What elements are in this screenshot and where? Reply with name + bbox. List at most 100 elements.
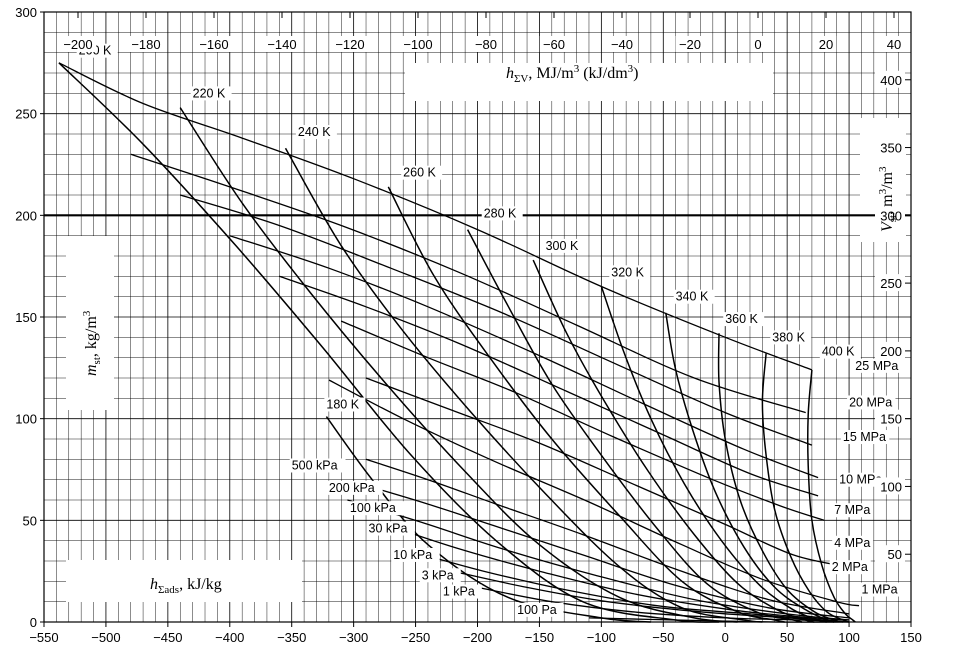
top-tick-label-bg [264, 36, 300, 52]
isotherm-label-bg [295, 125, 337, 140]
isobar-label: 10 MPa [839, 473, 882, 487]
left-axis-title-unit: , kg/m [83, 316, 100, 357]
top-axis-title-main: h [506, 65, 514, 82]
isobar-label: 20 MPa [849, 395, 892, 409]
left-axis-title-sup: 3 [81, 310, 93, 316]
isotherm-label-bg [609, 265, 651, 280]
right-tick-label-bg [875, 341, 905, 359]
right-tick-label: 200 [880, 344, 902, 359]
right-tick-label-bg [875, 206, 905, 224]
bottom-tick-label: −200 [463, 630, 492, 645]
isobar-label-bg [859, 582, 901, 597]
bottom-tick-label: −250 [401, 630, 430, 645]
isobar-line [365, 377, 850, 568]
isobar-label: 25 MPa [855, 359, 898, 373]
right-axis-title-tail: /m [879, 171, 896, 188]
isobar-label-bg [832, 503, 874, 518]
isobar-label-bg [366, 521, 415, 536]
top-tick-label: −80 [475, 37, 497, 52]
right-axis-title-sup: 3 [877, 188, 889, 194]
right-tick-label: 150 [880, 412, 902, 427]
bottom-tick-label: −450 [153, 630, 182, 645]
isobar-label-bg [847, 395, 896, 410]
right-tick-label: 350 [880, 141, 902, 156]
top-tick-label-bg [883, 36, 905, 52]
top-tick-label-bg [332, 36, 368, 52]
bottom-tick-label: 150 [900, 630, 922, 645]
isobar-line [130, 153, 806, 414]
ticks-layer: −550 −500 −450 −400 −350 −300 −250 −200 −150 −100… [15, 5, 922, 645]
right-tick-label: 50 [888, 547, 902, 562]
isotherm-label: 300 K [546, 239, 579, 253]
top-tick-label: 20 [819, 37, 833, 52]
top-tick-label: 40 [887, 37, 901, 52]
top-axis-title-tail: (kJ/dm [579, 65, 628, 82]
isobar-label-bg [289, 458, 346, 473]
isotherm-label-bg [481, 206, 523, 221]
left-tick-label: 100 [15, 412, 37, 427]
isobar-label-bg [326, 480, 383, 495]
left-tick-label: 150 [15, 310, 37, 325]
isobar-line [58, 62, 813, 371]
isotherm-line [807, 369, 856, 623]
bottom-tick-label: −350 [277, 630, 306, 645]
top-tick-label-bg [675, 36, 705, 52]
top-tick-label-bg [60, 36, 96, 52]
isobar-line [341, 320, 825, 521]
isotherm-label: 340 K [676, 290, 709, 304]
isotherm-label: 400 K [822, 345, 855, 359]
isobar-line [180, 194, 813, 446]
isobar-label-bg [347, 501, 404, 516]
isobar-line [229, 235, 819, 479]
curves-layer [58, 62, 860, 623]
top-axis-title-close: ) [633, 65, 638, 82]
top-tick-label-bg [196, 36, 232, 52]
bottom-axis-title-main: h [150, 576, 158, 593]
bottom-tick-label: −500 [91, 630, 120, 645]
left-axis-title-sub: st [91, 357, 103, 364]
isotherm-label: 360 K [725, 312, 758, 326]
bottom-tick-label: 50 [780, 630, 794, 645]
isobar-label: 200 kPa [329, 481, 375, 495]
isobar-label: 15 MPa [843, 430, 886, 444]
isotherm-label-bg [543, 238, 585, 253]
isobar-label-bg [840, 430, 890, 445]
right-axis-title: Vst, m3/m3 [877, 166, 899, 232]
isotherm-line [717, 333, 844, 623]
right-tick-label-bg [875, 477, 905, 495]
top-tick-label: −140 [267, 37, 296, 52]
label-masks [66, 63, 906, 602]
isobar-line [409, 550, 850, 623]
isotherm-label: 180 K [326, 398, 359, 412]
isobar-line [384, 523, 850, 621]
isobar-label: 10 kPa [393, 548, 432, 562]
isotherm-line [600, 286, 827, 623]
top-tick-label: −60 [543, 37, 565, 52]
isobar-label: 1 MPa [861, 583, 897, 597]
right-tick-label-bg [875, 70, 905, 88]
isotherm-line [466, 229, 803, 623]
isobar-label-bg [832, 535, 874, 550]
top-axis-title: hΣV, MJ/m3 (kJ/dm3) [506, 63, 638, 85]
top-tick-label: −40 [611, 37, 633, 52]
isotherm-label: 240 K [298, 125, 331, 139]
isotherm-label: 220 K [193, 86, 226, 100]
isotherm-label-bg [324, 397, 366, 412]
bottom-tick-label: −100 [587, 630, 616, 645]
top-axis-title-tail-sup: 3 [628, 63, 634, 75]
isobar-label: 4 MPa [834, 536, 870, 550]
isobar-line [279, 275, 819, 497]
top-tick-label: −200 [63, 37, 92, 52]
isobar-label: 100 kPa [350, 501, 396, 515]
top-tick-label-bg [607, 36, 637, 52]
top-tick-label: −120 [335, 37, 364, 52]
isotherm-line [325, 416, 651, 623]
isobar-label: 7 MPa [834, 503, 870, 517]
isobar-label: 3 kPa [422, 568, 454, 582]
isobar-line [347, 499, 850, 621]
top-tick-label: 0 [754, 37, 761, 52]
right-tick-label: 100 [880, 479, 902, 494]
top-tick-label-bg [128, 36, 164, 52]
isotherm-line [761, 353, 850, 623]
